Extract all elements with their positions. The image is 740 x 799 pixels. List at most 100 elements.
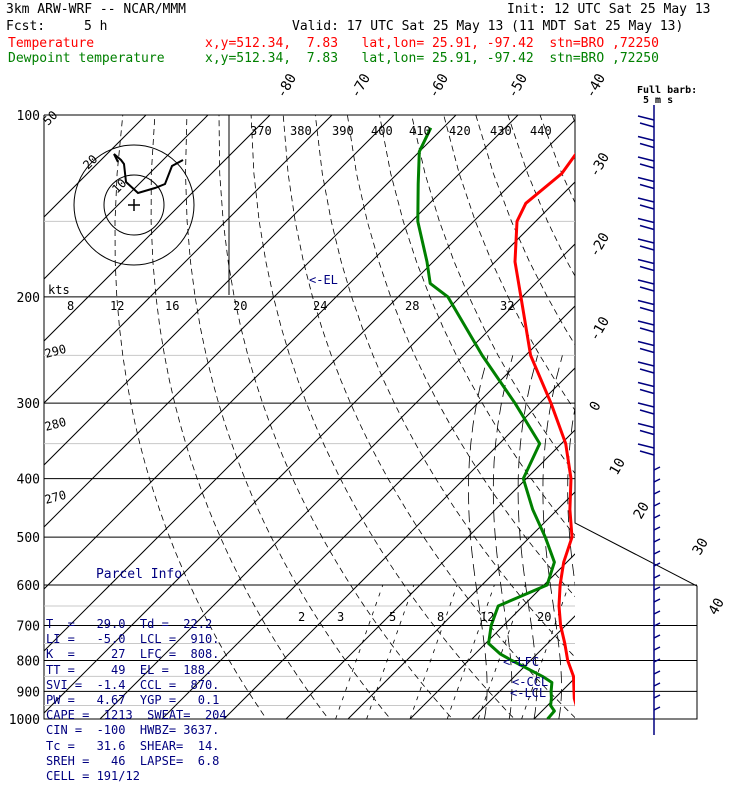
isotherm-label: -50 xyxy=(505,71,532,101)
theta-label: 410 xyxy=(409,124,431,138)
wind-barb xyxy=(638,260,654,271)
theta-label: 390 xyxy=(332,124,354,138)
wind-barb xyxy=(638,362,654,373)
mixing-ratio-label: 2 xyxy=(298,610,305,624)
parcel-info-row: T = 29.0 Td = 22.2 xyxy=(46,617,232,632)
wind-barb xyxy=(654,491,660,494)
mixing-ratio-label: 3 xyxy=(337,610,344,624)
pressure-tick-label: 200 xyxy=(17,291,40,306)
isotherm-label: -20 xyxy=(587,230,614,260)
parcel-info-row: LI = -5.0 LCL = 910. xyxy=(46,632,232,647)
parcel-info-row: CAPE = 1213 SWEAT= 204 xyxy=(46,708,232,723)
isotherm-line xyxy=(472,115,740,719)
isotherm-line xyxy=(658,115,740,719)
dry-adiabat-line xyxy=(668,115,740,732)
wind-barb xyxy=(638,403,654,414)
theta-label: 420 xyxy=(449,124,471,138)
parcel-info-row: PW = 4.67 YGP = 0.1 xyxy=(46,693,232,708)
isotherm-line xyxy=(348,115,740,719)
theta-label: 400 xyxy=(371,124,393,138)
theta-low-label: 270 xyxy=(43,488,68,507)
isotherm-label: -60 xyxy=(426,71,453,101)
wind-barb xyxy=(654,503,660,506)
wind-barb xyxy=(638,280,654,291)
wind-barb xyxy=(654,695,660,698)
wind-barb xyxy=(654,611,660,614)
theta-label: 430 xyxy=(490,124,512,138)
wind-barb xyxy=(654,635,660,638)
wind-barb xyxy=(638,178,654,189)
pressure-tick-label: 400 xyxy=(17,473,40,488)
isotherm-label: -70 xyxy=(348,71,375,101)
dry-adiabat-line xyxy=(251,115,527,732)
mixing-ratio-line xyxy=(336,585,383,719)
isotherm-line xyxy=(596,115,740,719)
wind-barb xyxy=(638,383,654,394)
wind-barb xyxy=(654,539,660,542)
pressure-tick-label: 900 xyxy=(17,685,40,700)
isotherm-label: 20 xyxy=(631,499,653,522)
isotherm-label: 0 xyxy=(587,399,605,414)
isotherm-label: 10 xyxy=(607,455,629,478)
theta-label: 440 xyxy=(530,124,552,138)
pressure-tick-label: 600 xyxy=(17,579,40,594)
dry-adiabat-line xyxy=(283,115,590,732)
level-el: <-EL xyxy=(309,273,338,287)
parcel-info-row: SREH = 46 LAPSE= 6.8 xyxy=(46,754,232,769)
parcel-info-row: Tc = 31.6 SHEAR= 14. xyxy=(46,739,232,754)
theta-label: 370 xyxy=(250,124,272,138)
wind-barb xyxy=(638,219,654,230)
isotherm-label: 40 xyxy=(706,595,728,618)
parcel-info-row: K = 27 LFC = 808. xyxy=(46,647,232,662)
wind-barb xyxy=(654,527,660,530)
parcel-info-row: SVI = -1.4 CCL = 870. xyxy=(46,678,232,693)
pressure-tick-label: 100 xyxy=(17,109,40,124)
theta-low-label: 290 xyxy=(43,342,68,361)
mixing-ratio-label: 5 xyxy=(389,610,396,624)
isotherm-label: -30 xyxy=(587,150,614,180)
mixing-ratio-line xyxy=(447,585,494,719)
dry-adiabat-line xyxy=(508,115,740,732)
theta-low-label: 280 xyxy=(43,415,68,434)
hodograph-speed-label: 8 xyxy=(67,299,74,313)
wind-barb xyxy=(654,707,660,710)
hodograph-speed-label: 32 xyxy=(500,299,514,313)
hodograph-speed-label: 28 xyxy=(405,299,419,313)
hodograph-ring-label: 50 xyxy=(40,108,60,128)
wind-barb xyxy=(654,671,660,674)
level-lcl: <-LCL xyxy=(510,686,546,700)
hodograph-speed-label: 24 xyxy=(313,299,327,313)
hodograph-speed-label: 20 xyxy=(233,299,247,313)
mixing-ratio-line xyxy=(410,585,457,719)
mixing-ratio-label: 20 xyxy=(537,610,551,624)
mixing-ratio-label: 12 xyxy=(480,610,494,624)
wind-barb xyxy=(638,301,654,312)
wind-barb xyxy=(654,467,660,470)
mixing-ratio-line xyxy=(367,585,414,719)
isotherm-label: 30 xyxy=(690,535,712,558)
dry-adiabat-line xyxy=(604,115,740,732)
isotherm-label: -80 xyxy=(274,71,301,101)
pressure-tick-label: 300 xyxy=(17,397,40,412)
wind-barb xyxy=(638,239,654,250)
theta-label: 380 xyxy=(290,124,312,138)
pressure-tick-label: 500 xyxy=(17,531,40,546)
pressure-tick-label: 1000 xyxy=(9,713,40,728)
wind-barb xyxy=(638,342,654,353)
level-lfc: <-LFC xyxy=(503,655,539,669)
parcel-info-row: TT = 49 EL = 188. xyxy=(46,663,232,678)
isotherm-line xyxy=(286,115,740,719)
wind-barb xyxy=(638,137,654,148)
wind-barb xyxy=(654,515,660,518)
wind-barb xyxy=(638,198,654,209)
parcel-info-row: CELL = 191/12 xyxy=(46,769,232,784)
wind-barb xyxy=(638,424,654,435)
wind-barb xyxy=(638,116,654,127)
dry-adiabat-line xyxy=(347,115,715,732)
pressure-tick-label: 800 xyxy=(17,654,40,669)
hodograph-units: kts xyxy=(48,283,70,297)
dry-adiabat-line xyxy=(412,115,740,732)
wind-barb xyxy=(638,157,654,168)
wind-barb xyxy=(654,575,660,578)
dry-adiabat-line xyxy=(700,115,740,732)
